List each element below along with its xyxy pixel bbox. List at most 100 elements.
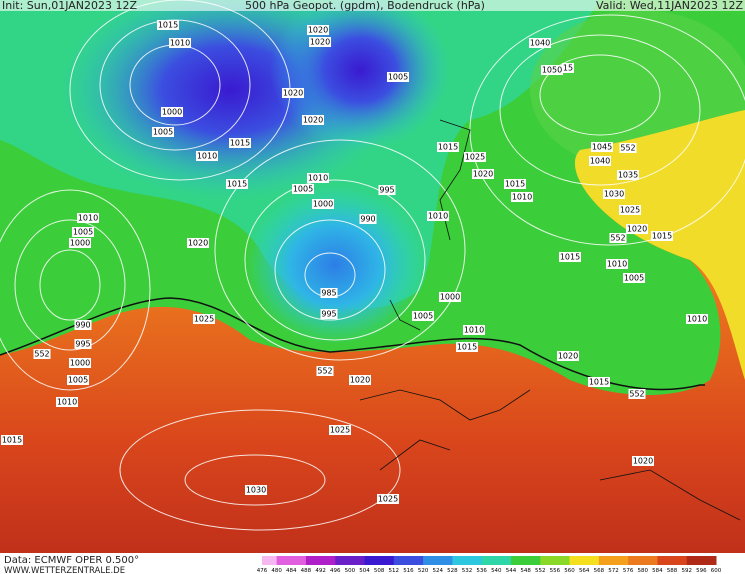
isobar-label: 1025 xyxy=(194,315,214,324)
colorbar-swatch xyxy=(408,556,424,565)
isobar-label: 1015 xyxy=(589,378,609,387)
colorbar-swatch xyxy=(686,556,702,565)
isobar-label-bg xyxy=(464,152,486,162)
isobar-label: 1015 xyxy=(438,143,458,152)
colorbar-label: 544 xyxy=(506,568,517,574)
isobar-label-bg xyxy=(456,342,478,352)
init-time: Init: Sun,01JAN2023 12Z xyxy=(2,0,137,12)
header-band xyxy=(0,0,745,11)
isobar-label: 552 xyxy=(629,390,644,399)
isobar-label-bg xyxy=(632,456,654,466)
isobar-label-bg xyxy=(623,273,645,283)
colorbar-label: 492 xyxy=(315,568,326,574)
colorbar-swatch xyxy=(305,556,322,565)
colorbar-label: 500 xyxy=(345,568,356,574)
isobar-label: 990 xyxy=(360,215,375,224)
isobar-label-bg xyxy=(152,127,174,137)
isobar-label: 1005 xyxy=(388,73,408,82)
isobar-label-bg xyxy=(559,252,581,262)
isobar-label: 1020 xyxy=(308,26,328,35)
colorbar-swatch xyxy=(320,556,336,565)
isobar-label: 1050 xyxy=(542,66,562,75)
isobar-label-bg xyxy=(329,425,351,435)
isobar-label-bg xyxy=(1,435,23,445)
isobar-label-bg xyxy=(377,494,399,504)
isobar-label-bg xyxy=(619,205,641,215)
colorbar-swatch xyxy=(379,556,395,565)
isobar-label: 552 xyxy=(34,350,49,359)
colorbar-swatch xyxy=(525,556,541,565)
isobar-label-bg xyxy=(312,199,334,209)
isobar-label-bg xyxy=(541,65,563,75)
isobar-label: 1000 xyxy=(162,108,182,117)
isobar-label-bg xyxy=(589,156,611,166)
colorbar-label: 528 xyxy=(447,568,458,574)
isobar-label: 1015 xyxy=(457,343,477,352)
colorbar-label: 536 xyxy=(476,568,487,574)
isobar-label: 1015 xyxy=(230,139,250,148)
isobar-label-bg xyxy=(292,184,314,194)
isobar-label-bg xyxy=(617,170,639,180)
colorbar-swatch xyxy=(496,556,512,565)
isobar-label: 1020 xyxy=(188,239,208,248)
colorbar-swatch xyxy=(291,556,307,565)
isobar-label: 1035 xyxy=(618,171,638,180)
colorbar-label: 488 xyxy=(301,568,312,574)
isobar-label-bg xyxy=(619,143,637,153)
isobar-label: 1015 xyxy=(158,21,178,30)
isobar-label-bg xyxy=(245,485,267,495)
coastlines xyxy=(359,119,741,521)
isobar-label: 990 xyxy=(75,321,90,330)
isobar-label-bg xyxy=(606,259,628,269)
isobar-label: 985 xyxy=(321,289,336,298)
isobar-label: 995 xyxy=(75,340,90,349)
isobar-label: 15 xyxy=(563,64,573,73)
colorbar-swatch xyxy=(437,556,453,565)
isobar-label-bg xyxy=(591,142,613,152)
isobar-label-bg xyxy=(307,25,329,35)
isobar-label: 995 xyxy=(321,310,336,319)
isobar-label: 1020 xyxy=(633,457,653,466)
isobar-label: 1040 xyxy=(530,39,550,48)
colorbar: 476 480 484 488 492 496 500 504 508 512 516 520 524 5… xyxy=(257,556,722,574)
isobar-label: 1005 xyxy=(68,376,88,385)
isobar-label-bg xyxy=(439,292,461,302)
colorbar-label: 580 xyxy=(638,568,649,574)
colorbar-swatch xyxy=(349,556,366,565)
isobar-labels: 1015 1010 1020 1020 1005 1040 1050 15 1020 1000 10… xyxy=(1,20,708,504)
isobar-label: 1000 xyxy=(440,293,460,302)
isobar-label-bg xyxy=(307,173,329,183)
isobar-label-bg xyxy=(282,88,304,98)
isobar-label-bg xyxy=(628,389,646,399)
isobar-label-bg xyxy=(67,375,89,385)
colorbar-label: 584 xyxy=(652,568,663,574)
isobar-label: 1010 xyxy=(78,214,98,223)
isobar-label: 1015 xyxy=(505,180,525,189)
map-title: 500 hPa Geopot. (gpdm), Bodendruck (hPa) xyxy=(245,0,485,12)
isobar-label-bg xyxy=(603,189,625,199)
isobar-label-bg xyxy=(157,20,179,30)
colorbar-swatch xyxy=(657,556,673,565)
isobar-label: 552 xyxy=(317,367,332,376)
colorbar-label: 476 xyxy=(257,568,268,574)
colorbar-swatch xyxy=(364,556,380,565)
isobar-label: 1025 xyxy=(330,426,350,435)
website: WWW.WETTERZENTRALE.DE xyxy=(4,566,125,574)
isobar-label-bg xyxy=(196,151,218,161)
isobar-label-bg xyxy=(437,142,459,152)
isobar-label-bg xyxy=(161,107,183,117)
isobar-label: 552 xyxy=(610,234,625,243)
isobar-label: 1030 xyxy=(604,190,624,199)
colorbar-swatch xyxy=(510,556,527,565)
isobar-label: 1025 xyxy=(620,206,640,215)
isobar-label: 1020 xyxy=(558,352,578,361)
isobar-label-bg xyxy=(302,115,324,125)
colorbar-label: 512 xyxy=(389,568,400,574)
isobar-label: 1010 xyxy=(170,39,190,48)
isobar-label: 1015 xyxy=(2,436,22,445)
isobar-label: 1040 xyxy=(590,157,610,166)
isobar-label: 1045 xyxy=(592,143,612,152)
colorbar-label: 596 xyxy=(696,568,707,574)
data-source: Data: ECMWF OPER 0.500° xyxy=(4,555,139,566)
